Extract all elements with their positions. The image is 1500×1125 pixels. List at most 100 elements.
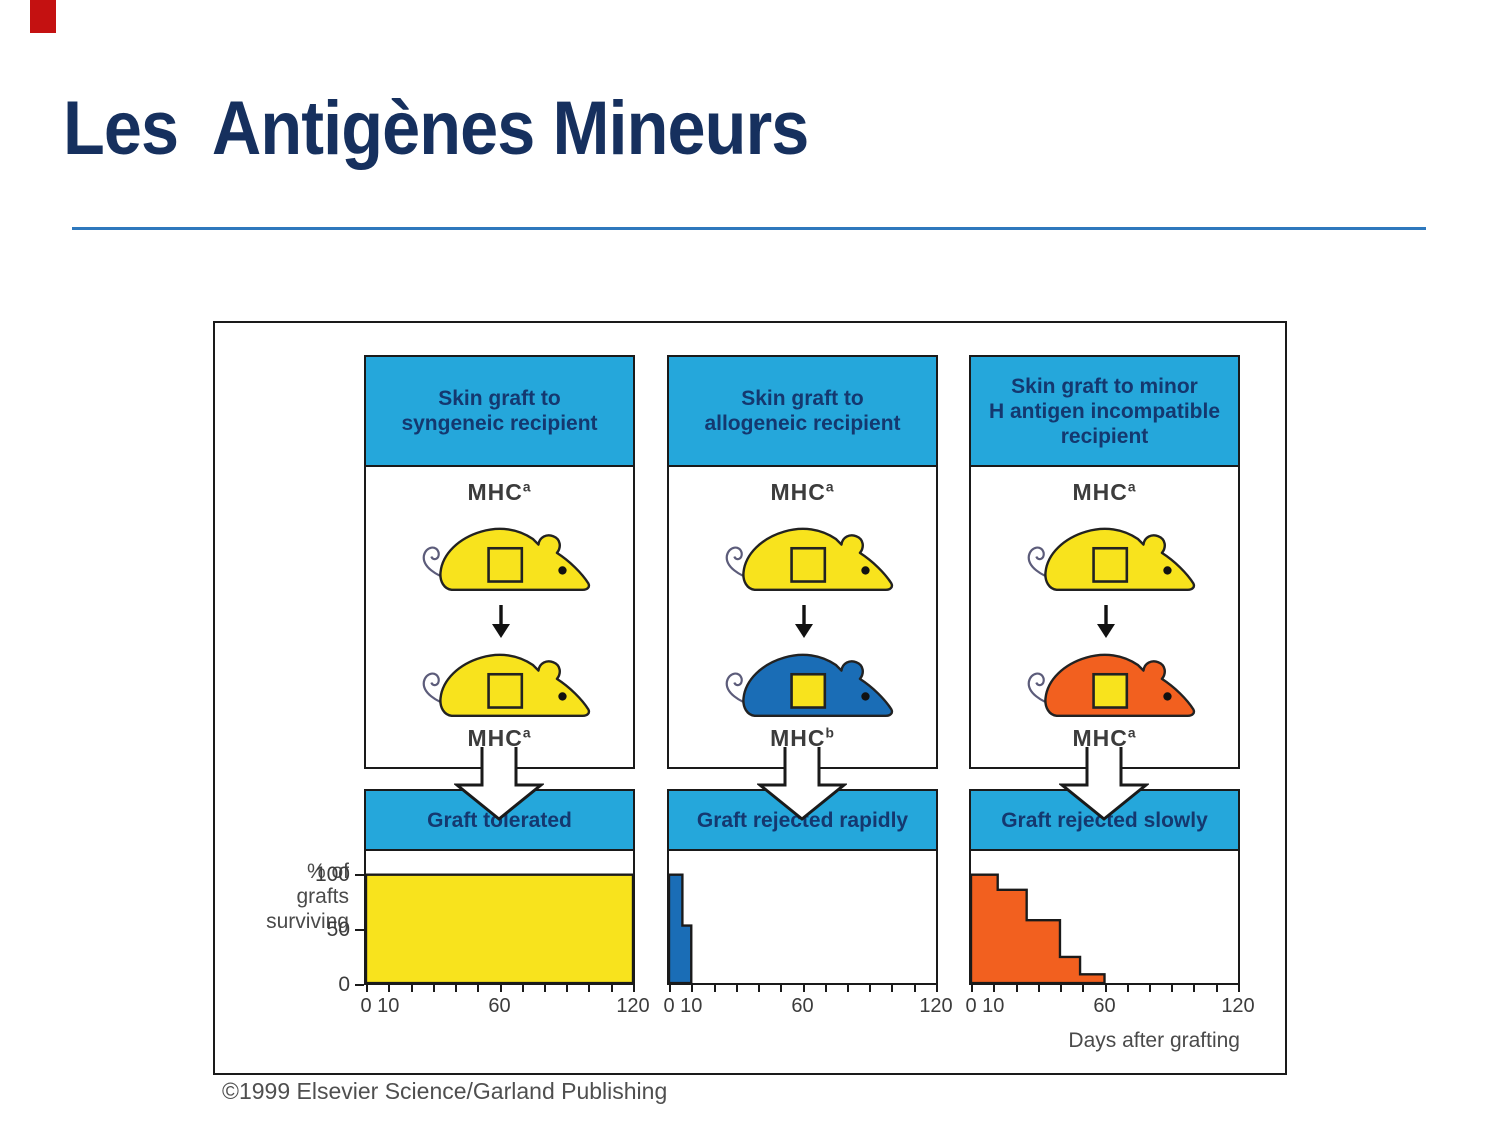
column2-header: Skin graft to allogeneic recipient	[667, 355, 938, 467]
x-axis-tick	[366, 983, 368, 992]
x-axis-tick	[1104, 983, 1107, 992]
x-axis-tick	[633, 983, 635, 992]
down-arrow-icon	[492, 605, 510, 638]
block-down-arrow-icon	[755, 747, 849, 821]
x-axis-tick	[1238, 983, 1240, 992]
x-axis-tick-label: 120	[919, 995, 953, 1017]
mouse-icon	[1027, 527, 1196, 592]
x-axis-tick	[544, 983, 546, 992]
x-axis-tick	[1149, 983, 1151, 992]
figure-panel: Skin graft to syngeneic recipient MHCa M…	[213, 321, 1287, 1075]
chart-area-fill	[969, 873, 1106, 985]
x-axis-tick	[847, 983, 849, 992]
x-axis-tick-label: 0	[360, 995, 372, 1017]
y-axis-tick-label: 100	[314, 863, 350, 886]
x-axis-tick-label: 10	[982, 995, 1005, 1017]
y-axis-title: % of grafts surviving	[266, 860, 349, 933]
mouse-icon	[1014, 515, 1199, 600]
x-axis-tick	[1037, 983, 1040, 992]
x-axis-tick	[499, 983, 502, 992]
x-axis-tick	[1126, 983, 1129, 992]
title-divider-line	[72, 227, 1426, 230]
x-axis-tick	[388, 983, 391, 992]
x-axis-tick	[454, 983, 457, 992]
y-axis-tick	[355, 929, 364, 931]
x-axis-tick	[936, 983, 938, 992]
mouse-icon	[422, 527, 591, 592]
x-axis-tick-label: 60	[488, 995, 511, 1017]
x-axis-tick	[824, 983, 827, 992]
column1-recipient-mhc-label: MHCa	[467, 725, 532, 751]
block-down-arrow-icon	[755, 747, 849, 821]
column3-header: Skin graft to minor H antigen incompatib…	[969, 355, 1240, 467]
x-axis-tick-label: 60	[1093, 995, 1116, 1017]
column3-recipient-mhc-label: MHCa	[1072, 725, 1137, 751]
mouse-icon	[725, 653, 894, 718]
x-axis-tick	[971, 983, 973, 992]
block-down-arrow-icon	[1057, 747, 1151, 821]
down-arrow-icon	[1097, 605, 1115, 638]
x-axis-tick	[1171, 983, 1174, 992]
column2-mouse-panel: MHCa MHCb	[667, 467, 938, 769]
x-axis-tick	[1193, 983, 1196, 992]
x-axis-tick	[669, 983, 671, 992]
y-axis-tick-label: 0	[338, 973, 350, 996]
block-down-arrow-icon	[452, 747, 546, 821]
block-down-arrow-icon	[452, 747, 546, 821]
x-axis-tick	[477, 983, 480, 992]
column1-donor-mhc-label: MHCa	[467, 479, 532, 505]
x-axis-tick	[1082, 983, 1085, 992]
column1-header: Skin graft to syngeneic recipient	[364, 355, 635, 467]
block-down-arrow-icon	[1057, 747, 1151, 821]
x-axis-tick-label: 10	[377, 995, 400, 1017]
y-axis-tick-label: 50	[326, 918, 350, 941]
mouse-icon	[712, 641, 897, 726]
mouse-icon	[1014, 641, 1199, 726]
column2-recipient-mhc-label: MHCb	[770, 725, 835, 751]
x-axis-tick	[713, 983, 716, 992]
x-axis-tick	[566, 983, 569, 992]
down-arrow-icon	[792, 605, 816, 639]
mouse-icon	[409, 641, 594, 726]
mouse-icon	[1027, 653, 1196, 718]
down-arrow-icon	[795, 605, 813, 638]
chart-area-fill	[364, 873, 635, 985]
y-axis-tick	[355, 984, 364, 986]
x-axis-tick	[610, 983, 613, 992]
x-axis-tick	[691, 983, 694, 992]
mouse-icon	[725, 527, 894, 592]
mouse-icon	[712, 515, 897, 600]
x-axis-tick	[410, 983, 413, 992]
mouse-icon	[409, 515, 594, 600]
x-axis-tick	[869, 983, 872, 992]
slide-title: Les Antigènes Mineurs	[63, 85, 809, 171]
mouse-icon	[422, 653, 591, 718]
x-axis-tick	[1215, 983, 1218, 992]
x-axis-tick	[588, 983, 591, 992]
down-arrow-icon	[1094, 605, 1118, 639]
x-axis-tick-label: 120	[616, 995, 650, 1017]
x-axis-tick-label: 60	[791, 995, 814, 1017]
x-axis-tick	[1015, 983, 1018, 992]
column2-donor-mhc-label: MHCa	[770, 479, 835, 505]
x-axis-tick	[780, 983, 783, 992]
x-axis-tick	[757, 983, 760, 992]
survival-chart-rejected-slowly: 0 10 60 120	[965, 851, 1255, 1017]
x-axis-tick-label: 10	[680, 995, 703, 1017]
x-axis-tick-label: 0	[663, 995, 675, 1017]
x-axis-tick-label: 120	[1221, 995, 1255, 1017]
slide-accent-mark	[30, 0, 56, 33]
survival-chart-rejected-rapidly: 0 10 60 120	[663, 851, 953, 1017]
x-axis-tick-label: 0	[965, 995, 977, 1017]
x-axis-tick	[521, 983, 524, 992]
x-axis-tick	[802, 983, 805, 992]
column3-donor-mhc-label: MHCa	[1072, 479, 1137, 505]
column1-mouse-panel: MHCa MHCa	[364, 467, 635, 769]
down-arrow-icon	[489, 605, 513, 639]
chart-area-fill	[667, 873, 693, 985]
y-axis-tick	[355, 874, 364, 876]
x-axis-tick	[1059, 983, 1062, 992]
x-axis-tick	[993, 983, 996, 992]
x-axis-tick	[891, 983, 894, 992]
